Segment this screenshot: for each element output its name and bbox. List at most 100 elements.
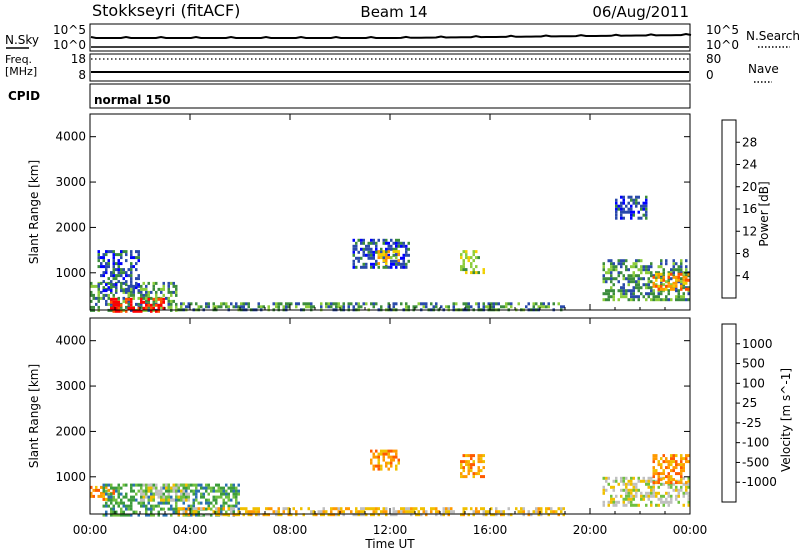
echo-cell [657,265,660,269]
echo-cell [167,495,170,499]
echo-cell [347,507,350,511]
velocity-colorbar-label: Velocity [m s^-1] [779,368,793,472]
echo-cell [660,500,663,504]
echo-cell [212,489,215,493]
echo-cell [355,302,358,306]
echo-cell [232,507,235,511]
echo-cell [465,250,468,254]
echo-cell [212,486,215,490]
echo-cell [125,274,128,278]
echo-cell [220,492,223,496]
echo-cell [175,486,178,490]
echo-cell [385,247,388,251]
echo-cell [662,500,665,504]
echo-cell [650,280,653,284]
echo-cell [372,513,375,517]
echo-cell [210,513,213,517]
echo-cell [380,452,383,456]
echo-cell [417,302,420,306]
echo-cell [687,482,690,486]
echo-cell [135,492,138,496]
noise-search-label: N.Search [746,29,800,43]
echo-cell [227,507,230,511]
echo-cell [142,489,145,493]
echo-cell [632,298,635,302]
echo-cell [680,283,683,287]
echo-cell [667,485,670,489]
echo-cell [622,216,625,220]
echo-cell [467,305,470,309]
echo-cell [120,286,123,290]
echo-cell [670,494,673,498]
echo-cell [680,284,683,288]
echo-cell [347,302,350,306]
echo-cell [387,461,390,465]
echo-cell [162,495,165,499]
echo-cell [377,265,380,269]
echo-cell [255,507,258,511]
echo-cell [235,305,238,309]
echo-cell [150,296,153,300]
echo-cell [205,483,208,487]
echo-cell [235,498,238,502]
echo-cell [665,280,668,284]
echo-cell [390,262,393,266]
echo-cell [117,486,120,490]
echo-cell [100,274,103,278]
echo-cell [655,272,658,276]
echo-cell [670,283,673,287]
echo-cell [655,503,658,507]
echo-cell [167,299,170,303]
echo-cell [477,469,480,473]
echo-cell [102,256,105,260]
echo-cell [652,295,655,299]
echo-cell [185,510,188,514]
echo-cell [672,460,675,464]
echo-cell [202,507,205,511]
echo-cell [117,306,120,310]
echo-cell [495,302,498,306]
echo-cell [370,513,373,517]
echo-cell [680,469,683,473]
echo-cell [222,489,225,493]
echo-cell [187,492,190,496]
echo-cell [482,454,485,458]
echo-cell [125,504,128,508]
echo-cell [362,513,365,517]
echo-cell [112,300,115,304]
echo-cell [167,492,170,496]
echo-cell [665,295,668,299]
echo-cell [617,280,620,284]
echo-cell [217,495,220,499]
echo-cell [475,250,478,254]
echo-cell [355,510,358,514]
echo-cell [157,303,160,307]
echo-cell [632,488,635,492]
echo-cell [145,299,148,303]
echo-cell [170,489,173,493]
echo-cell [350,302,353,306]
echo-cell [102,296,105,300]
echo-cell [135,283,138,287]
echo-cell [182,483,185,487]
echo-cell [140,284,143,288]
echo-cell [110,290,113,294]
echo-cell [372,262,375,266]
echo-cell [157,297,160,301]
echo-cell [137,259,140,263]
echo-cell [122,501,125,505]
echo-cell [460,268,463,272]
echo-cell [382,259,385,263]
echo-cell [155,489,158,493]
echo-cell [627,283,630,287]
echo-cell [155,309,158,313]
echo-cell [640,265,643,269]
echo-cell [192,501,195,505]
echo-cell [677,295,680,299]
echo-cell [635,259,638,263]
echo-cell [662,476,665,480]
echo-cell [330,305,333,309]
echo-cell [675,472,678,476]
echo-cell [152,492,155,496]
echo-cell [395,464,398,468]
